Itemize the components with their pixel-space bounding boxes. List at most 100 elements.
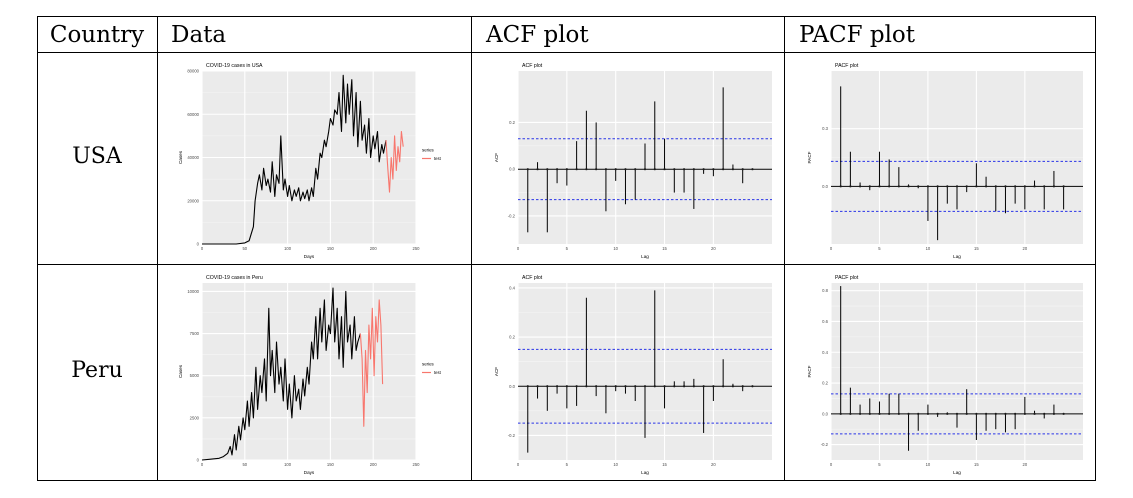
lag-point: [643, 168, 647, 171]
lag-point: [1014, 185, 1017, 188]
x-tick-label: 200: [370, 462, 378, 467]
x-tick-label: 20: [1023, 246, 1028, 251]
table-top-rule: [37, 16, 1096, 18]
chart-title: PACF plot: [835, 63, 859, 69]
x-tick-label: 150: [327, 246, 335, 251]
lag-point: [907, 412, 910, 415]
x-tick-label: 0: [517, 462, 520, 467]
y-axis-label: PACF: [807, 151, 812, 163]
lag-point: [604, 168, 608, 171]
lag-point: [712, 168, 715, 171]
lag-point: [1004, 185, 1007, 188]
lag-point: [975, 412, 978, 415]
y-axis-label: Cases: [178, 364, 183, 378]
lag-point: [731, 385, 735, 388]
lag-point: [955, 412, 959, 415]
lag-point: [994, 412, 997, 415]
x-tick-label: 5: [566, 462, 569, 467]
header-pacf: PACF plot: [799, 22, 916, 48]
peru-pacf-chart: -0.2 0.0 0.2 0.4 0.6 0.8 0 5 10 15 20 PACF plot Lag P…: [807, 275, 1083, 475]
x-tick-label: 10: [926, 462, 931, 467]
y-tick-label: 7500: [190, 331, 200, 336]
x-tick-label: 5: [878, 246, 881, 251]
lag-point: [1023, 185, 1026, 188]
y-axis-label: ACF: [494, 153, 499, 162]
usa-acf-chart: -0.2 0.0 0.2 0 5 10 15 20 ACF plot Lag ACF: [494, 63, 772, 259]
table-bottom-rule: [37, 480, 1096, 482]
column-rule: [784, 16, 786, 481]
header-data: Data: [171, 22, 227, 48]
header-rule: [37, 52, 1096, 54]
lag-point: [1004, 412, 1007, 415]
y-tick-label: 20000: [187, 198, 199, 203]
lag-point: [858, 185, 862, 188]
lag-point: [624, 168, 627, 171]
y-tick-label: 0.0: [509, 167, 515, 172]
y-tick-label: 0.2: [509, 120, 515, 125]
lag-point: [653, 168, 656, 171]
lag-point: [536, 385, 539, 388]
lag-point: [965, 412, 968, 415]
lag-point: [673, 168, 676, 171]
x-tick-label: 0: [830, 462, 833, 467]
column-rule: [157, 16, 159, 481]
lag-point: [1052, 185, 1056, 188]
legend-title: series: [422, 362, 435, 367]
lag-point: [1043, 185, 1046, 188]
chart-title: PACF plot: [835, 275, 859, 281]
lag-point: [702, 385, 705, 388]
x-tick-label: 5: [878, 462, 881, 467]
x-tick-label: 50: [242, 462, 247, 467]
x-tick-label: 15: [974, 462, 979, 467]
chart-title: ACF plot: [522, 63, 543, 69]
lag-point: [555, 385, 559, 388]
y-tick-label: 0.4: [509, 285, 515, 290]
lag-point: [575, 168, 578, 171]
lag-point: [585, 385, 588, 388]
lag-point: [965, 185, 968, 188]
x-axis-label: Lag: [953, 470, 961, 475]
lag-point: [858, 412, 862, 415]
peru-acf-chart: -0.2 0.0 0.2 0.4 0 5 10 15 20 ACF plot Lag ACF: [494, 275, 772, 475]
x-axis-label: Lag: [953, 254, 961, 259]
y-tick-label: 0.0: [822, 184, 828, 189]
x-axis-label: Days: [304, 254, 315, 259]
y-tick-label: 0.8: [822, 288, 828, 293]
y-tick-label: 0.4: [822, 350, 828, 355]
x-tick-label: 50: [242, 246, 247, 251]
series-line: [202, 74, 387, 245]
x-tick-label: 0: [517, 246, 520, 251]
lag-point: [888, 185, 891, 188]
lag-point: [682, 385, 686, 388]
lag-point: [643, 385, 647, 388]
y-axis-label: PACF: [807, 365, 812, 377]
lag-point: [751, 385, 754, 388]
y-tick-label: 0.2: [509, 335, 515, 340]
chart-title: COVID-19 cases in USA: [206, 63, 263, 69]
y-tick-label: 0: [197, 458, 200, 463]
lag-point: [595, 385, 598, 388]
lag-point: [692, 168, 695, 171]
lag-point: [1052, 412, 1056, 415]
usa-cases-chart: 0 20000 40000 60000 80000 0 50 100 150 200 250 COVI…: [178, 63, 442, 259]
x-tick-label: 250: [413, 246, 421, 251]
series-line-test: [359, 299, 384, 427]
x-tick-label: 200: [370, 246, 378, 251]
lag-point: [595, 168, 598, 171]
lag-point: [624, 385, 627, 388]
lag-point: [653, 385, 656, 388]
x-tick-label: 10: [613, 462, 618, 467]
x-tick-label: 0: [201, 246, 204, 251]
x-tick-label: 15: [662, 246, 667, 251]
x-tick-label: 150: [327, 462, 335, 467]
chart-title: COVID-19 cases in Peru: [206, 275, 263, 281]
lag-point: [663, 168, 666, 171]
x-tick-label: 20: [711, 462, 716, 467]
x-tick-label: 100: [284, 246, 292, 251]
lag-point: [888, 412, 891, 415]
lag-point: [526, 168, 529, 171]
lag-point: [868, 185, 871, 188]
lag-point: [849, 185, 852, 188]
x-tick-label: 15: [974, 246, 979, 251]
lag-point: [722, 385, 725, 388]
